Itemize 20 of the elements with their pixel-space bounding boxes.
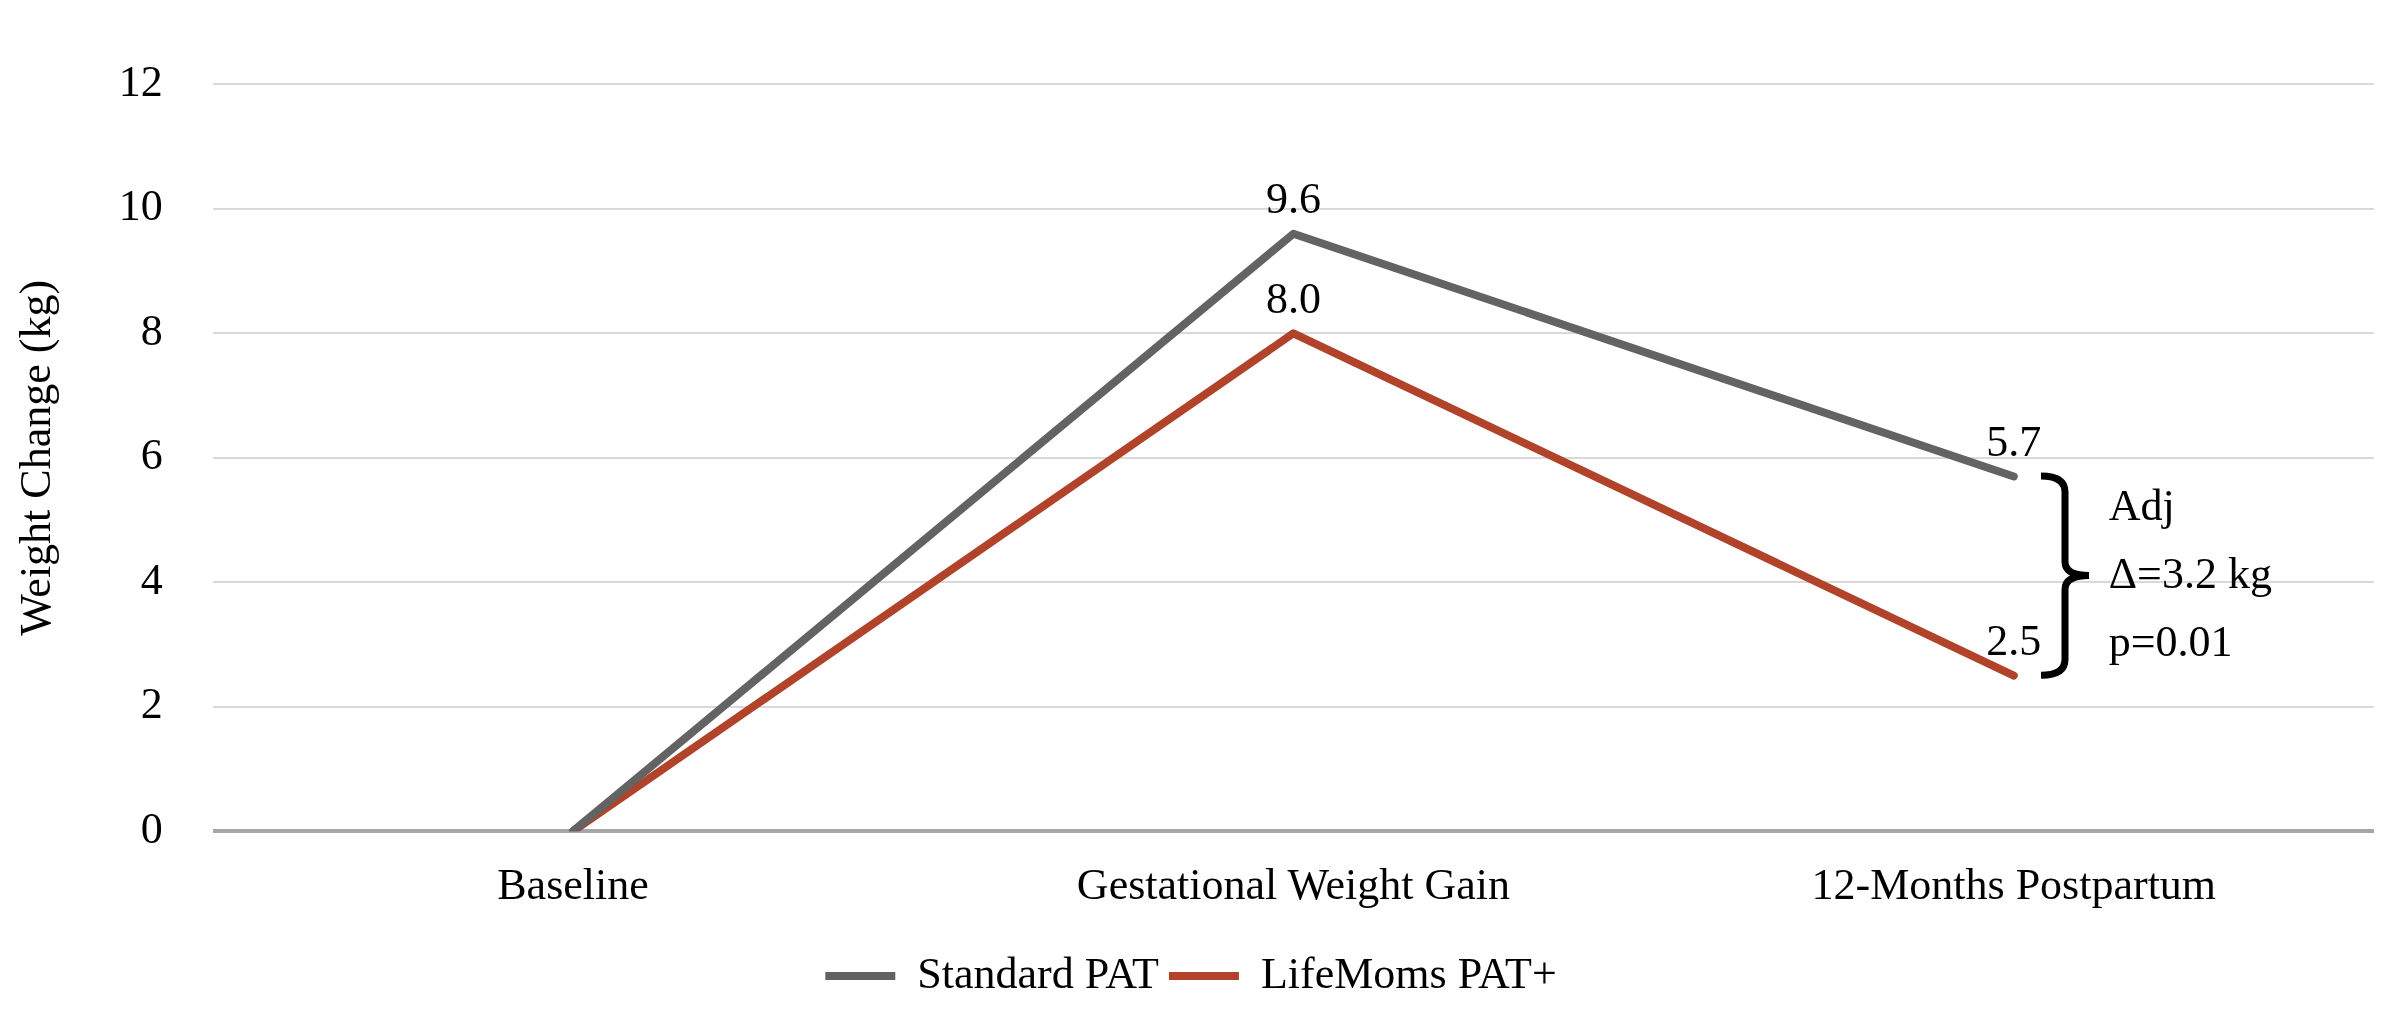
y-tick-label: 6: [140, 430, 163, 480]
x-tick-label: Baseline: [497, 860, 649, 910]
y-tick-label: 2: [140, 679, 163, 729]
annotation: Δ=3.2 kg: [2108, 548, 2272, 598]
x-tick-label: 12-Months Postpartum: [1811, 860, 2217, 910]
data-label: 9.6: [1265, 174, 1321, 224]
legend-label: Standard PAT: [917, 948, 1160, 998]
y-tick-label: 4: [140, 554, 163, 604]
legend-label: LifeMoms PAT+: [1260, 948, 1557, 998]
y-tick-label: 8: [140, 305, 163, 355]
data-label: 2.5: [1986, 616, 2042, 666]
annotation: Adj: [2108, 480, 2175, 530]
data-label: 5.7: [1986, 417, 2042, 467]
y-tick-label: 12: [118, 56, 163, 106]
x-tick-label: Gestational Weight Gain: [1076, 860, 1510, 910]
y-tick-label: 10: [118, 181, 163, 231]
annotation: p=0.01: [2108, 616, 2233, 666]
data-label: 8.0: [1265, 273, 1321, 323]
y-axis-title: Weight Change (kg): [10, 279, 60, 636]
y-tick-label: 0: [140, 803, 163, 853]
